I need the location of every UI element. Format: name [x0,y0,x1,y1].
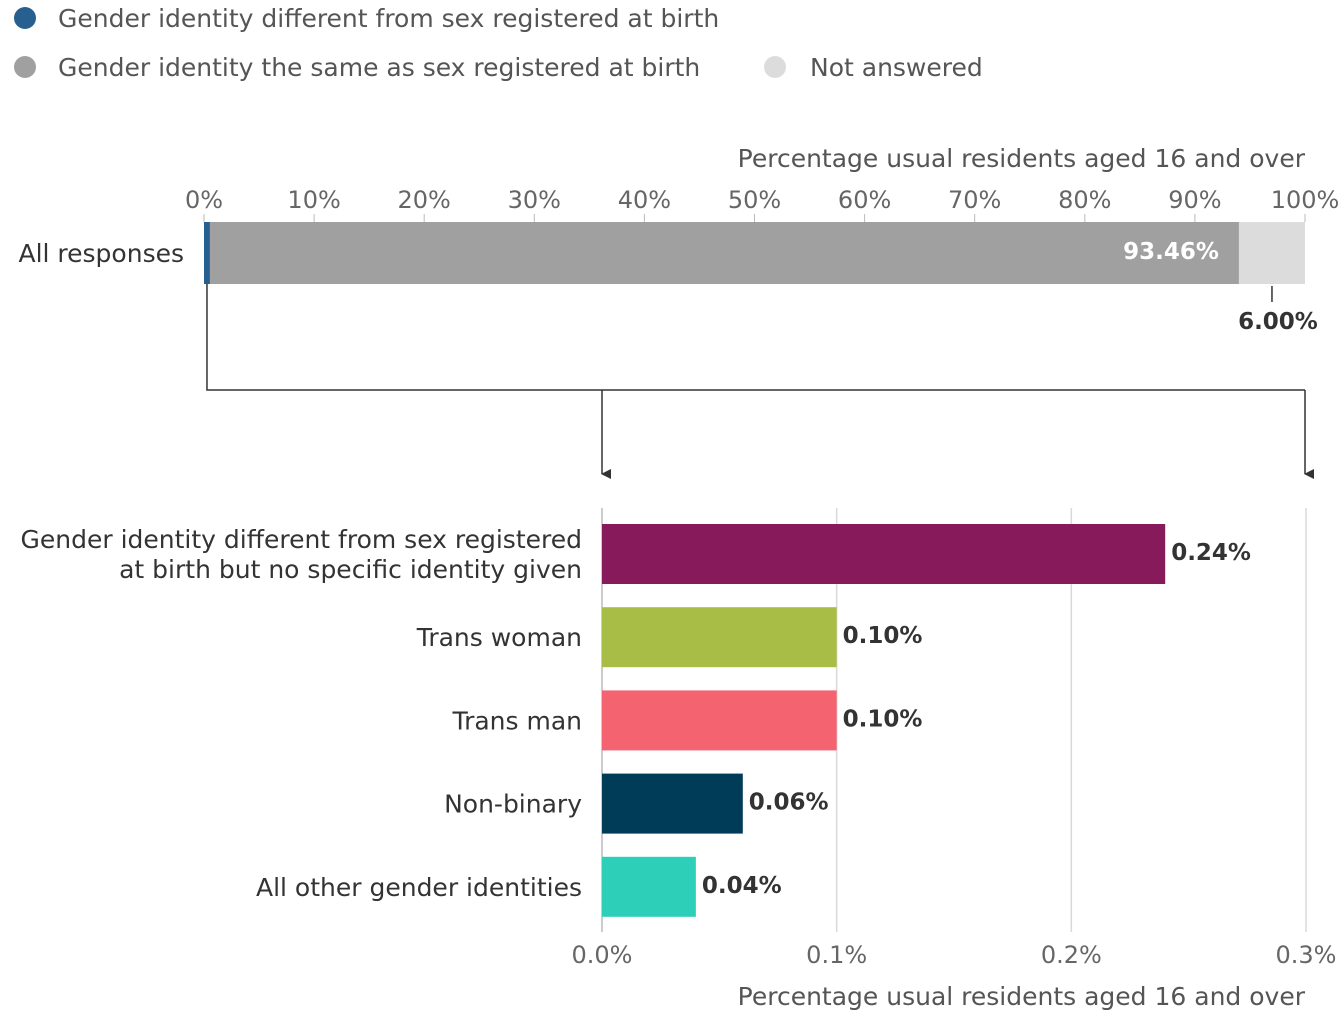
data-label: 0.06% [749,790,829,816]
bar [602,856,696,917]
bar-segment [209,222,1239,284]
category-label: Trans man [451,706,582,735]
x-tick-label: 100% [1271,186,1340,214]
category-label: Trans woman [416,623,582,652]
zoom-connector [206,284,1314,479]
data-label: 0.04% [702,873,782,899]
legend-label: Gender identity the same as sex register… [58,53,700,82]
data-label: 93.46% [1123,239,1219,265]
x-tick-label: 10% [287,186,340,214]
bar [602,773,743,834]
legend-swatch [14,56,36,78]
x-tick-label: 30% [508,186,561,214]
x-tick-label: 70% [948,186,1001,214]
bar-segment [1238,222,1305,284]
x-tick-label: 80% [1058,186,1111,214]
legend-swatch [764,56,786,78]
legend-swatch [14,7,36,29]
x-axis-title-bottom: Percentage usual residents aged 16 and o… [738,982,1306,1011]
category-label: All responses [18,239,184,268]
x-tick-label: 60% [838,186,891,214]
x-tick-label: 0.1% [806,941,867,969]
category-label: All other gender identities [256,873,582,902]
x-tick-label: 0.0% [572,941,633,969]
category-label: Non-binary [444,790,582,819]
bar [602,690,837,751]
legend: Gender identity different from sex regis… [14,4,983,82]
data-label: 0.24% [1171,540,1251,566]
x-tick-label: 0.2% [1041,941,1102,969]
legend-label: Gender identity different from sex regis… [58,4,719,33]
legend-label: Not answered [810,53,983,82]
breakdown-bar-chart: 0.0% 0.1% 0.2% 0.3% Percentage usual residen… [21,508,1337,1011]
category-label: Gender identity different from sex regis… [21,525,582,554]
x-tick-label: 90% [1168,186,1221,214]
bar [602,524,1166,584]
x-tick-label: 20% [398,186,451,214]
data-label: 0.10% [843,706,923,732]
x-axis-title-top: Percentage usual residents aged 16 and o… [738,144,1306,173]
data-label: 6.00% [1238,309,1318,335]
x-tick-label: 0% [185,186,223,214]
category-label: at birth but no specific identity given [119,555,582,584]
bar-segment [204,222,210,284]
x-tick-label: 40% [618,186,671,214]
x-tick-label: 0.3% [1276,941,1337,969]
overall-stacked-bar-chart: Percentage usual residents aged 16 and o… [18,144,1339,335]
data-label: 0.10% [843,623,923,649]
connector-line [206,284,1305,391]
bar [602,607,837,668]
x-tick-label: 50% [728,186,781,214]
